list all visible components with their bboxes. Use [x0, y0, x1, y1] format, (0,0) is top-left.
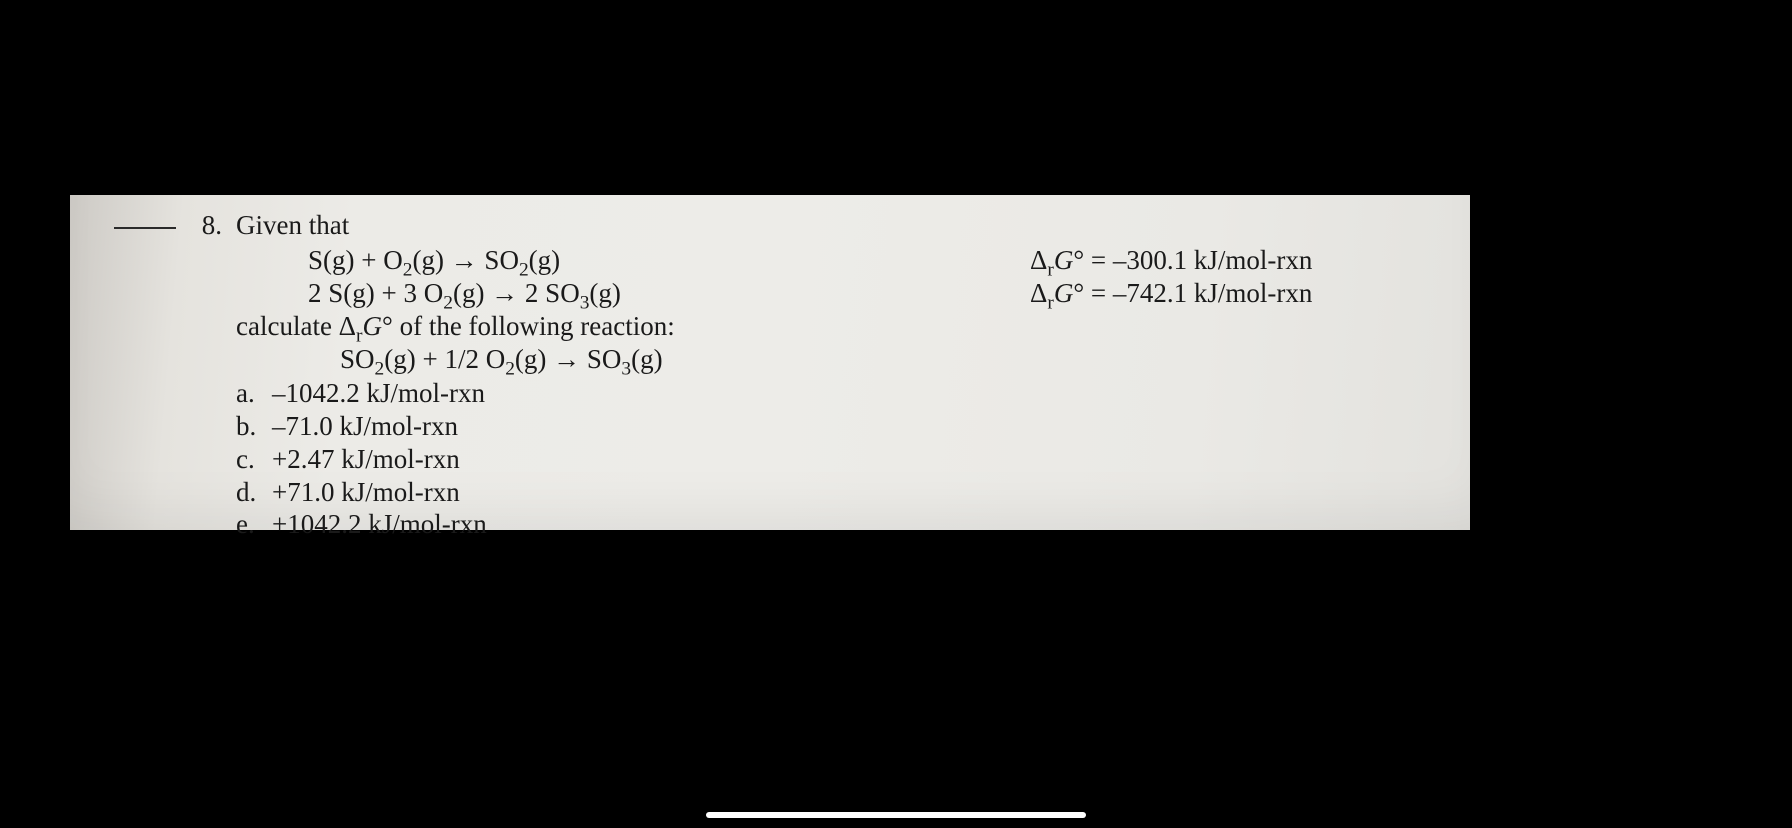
option-letter: c.: [236, 443, 272, 476]
option-letter: a.: [236, 377, 272, 410]
option-text: –71.0 kJ/mol-rxn: [272, 410, 1430, 443]
question-block: 8. Given that S(g) + O2(g) → SO2(g) ΔrG°…: [110, 209, 1430, 541]
option-letter: d.: [236, 476, 272, 509]
reaction-equation: 2 S(g) + 3 O2(g) → 2 SO3(g): [236, 277, 621, 310]
target-reaction: SO2(g) + 1/2 O2(g) → SO3(g): [236, 343, 1430, 376]
reaction-equation: S(g) + O2(g) → SO2(g): [236, 244, 560, 277]
question-number: 8.: [190, 209, 236, 541]
question-body: Given that S(g) + O2(g) → SO2(g) ΔrG° = …: [236, 209, 1430, 541]
reaction-deltaG: ΔrG° = –742.1 kJ/mol-rxn: [1030, 277, 1312, 310]
option-letter: e.: [236, 508, 272, 541]
given-that-label: Given that: [236, 209, 1430, 242]
answer-blank-line: [114, 211, 176, 229]
answer-options: a. –1042.2 kJ/mol-rxn b. –71.0 kJ/mol-rx…: [236, 377, 1430, 542]
option-c: c. +2.47 kJ/mol-rxn: [236, 443, 1430, 476]
reaction-row: 2 S(g) + 3 O2(g) → 2 SO3(g) ΔrG° = –742.…: [236, 277, 1430, 310]
reaction-deltaG: ΔrG° = –300.1 kJ/mol-rxn: [1030, 244, 1312, 277]
option-text: +1042.2 kJ/mol-rxn: [272, 508, 1430, 541]
paper-page: 8. Given that S(g) + O2(g) → SO2(g) ΔrG°…: [70, 195, 1470, 530]
option-b: b. –71.0 kJ/mol-rxn: [236, 410, 1430, 443]
option-a: a. –1042.2 kJ/mol-rxn: [236, 377, 1430, 410]
option-e: e. +1042.2 kJ/mol-rxn: [236, 508, 1430, 541]
option-text: +2.47 kJ/mol-rxn: [272, 443, 1430, 476]
home-indicator-icon: [706, 812, 1086, 818]
answer-blank-column: [110, 209, 190, 541]
calculate-prompt: calculate ΔrG° of the following reaction…: [236, 310, 1430, 343]
option-letter: b.: [236, 410, 272, 443]
option-text: +71.0 kJ/mol-rxn: [272, 476, 1430, 509]
option-d: d. +71.0 kJ/mol-rxn: [236, 476, 1430, 509]
reaction-row: S(g) + O2(g) → SO2(g) ΔrG° = –300.1 kJ/m…: [236, 244, 1430, 277]
question-column: 8. Given that S(g) + O2(g) → SO2(g) ΔrG°…: [190, 209, 1430, 541]
option-text: –1042.2 kJ/mol-rxn: [272, 377, 1430, 410]
